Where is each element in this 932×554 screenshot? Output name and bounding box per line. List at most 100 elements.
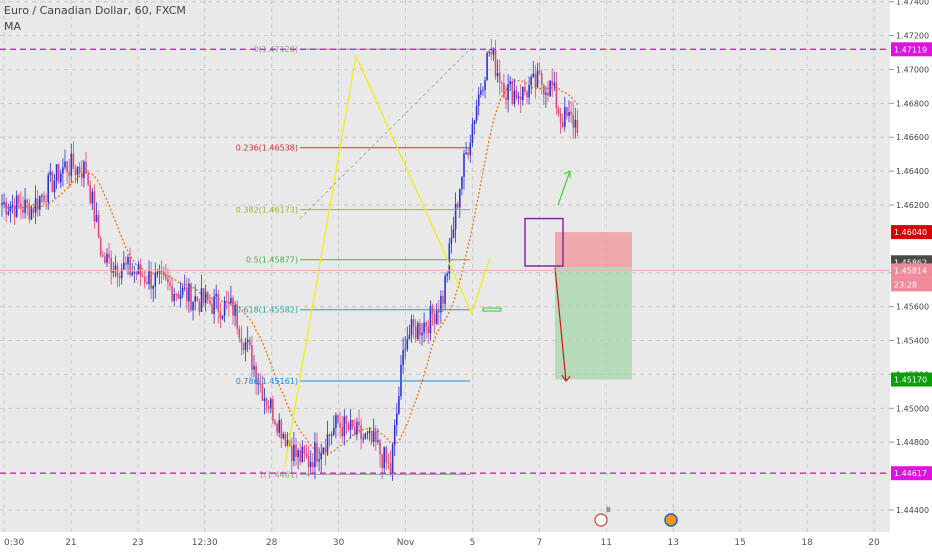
candle-body bbox=[146, 282, 148, 285]
candle-body bbox=[133, 272, 136, 274]
candle-body bbox=[272, 399, 274, 421]
candle-body bbox=[375, 431, 377, 442]
candle-body bbox=[543, 84, 545, 95]
candle-body bbox=[135, 272, 138, 275]
candle-body bbox=[433, 314, 436, 324]
candle-body bbox=[408, 334, 411, 340]
candle-body bbox=[465, 152, 467, 154]
candle-body bbox=[120, 269, 123, 279]
candle-body bbox=[354, 427, 356, 435]
candle-body bbox=[519, 96, 522, 101]
candle-body bbox=[377, 440, 379, 442]
x-tick-label: 15 bbox=[734, 538, 745, 548]
candle-body bbox=[282, 433, 285, 439]
candle-body bbox=[257, 383, 259, 385]
candle-body bbox=[501, 82, 503, 84]
candle-body bbox=[39, 196, 41, 210]
candle-body bbox=[49, 171, 52, 176]
candle-body bbox=[528, 85, 530, 98]
candle-body bbox=[480, 90, 482, 95]
candle-body bbox=[297, 450, 299, 458]
candle-body bbox=[154, 273, 157, 286]
candle-body bbox=[534, 73, 537, 88]
candle-body bbox=[498, 72, 501, 83]
ma-indicator-label[interactable]: MA bbox=[4, 20, 22, 33]
x-tick-label: 18 bbox=[801, 538, 813, 548]
candle-body bbox=[540, 73, 543, 85]
candle-body bbox=[532, 73, 535, 77]
y-tick-label: 1.46800 bbox=[896, 99, 929, 108]
x-tick-label: 23 bbox=[132, 538, 143, 548]
candle-body bbox=[249, 339, 251, 346]
candle-body bbox=[330, 434, 333, 436]
pattern-line bbox=[284, 53, 491, 467]
y-tick-label: 1.46200 bbox=[896, 201, 929, 210]
x-tick-label: 5 bbox=[470, 538, 476, 548]
current-price-label: 1.45814 bbox=[894, 266, 927, 275]
candle-body bbox=[148, 271, 150, 285]
candle-body bbox=[509, 81, 511, 85]
candle-body bbox=[312, 461, 314, 467]
candle-body bbox=[526, 91, 528, 98]
candle-body bbox=[477, 94, 480, 107]
candle-body bbox=[568, 112, 570, 116]
bottom-level-label: 1.44617 bbox=[894, 469, 927, 478]
y-tick-label: 1.44400 bbox=[896, 506, 929, 515]
candle-body bbox=[459, 188, 461, 208]
candle-body bbox=[152, 285, 154, 289]
candle-body bbox=[175, 294, 178, 296]
candle-body bbox=[32, 208, 35, 213]
candle-body bbox=[173, 294, 175, 302]
candle-body bbox=[207, 292, 209, 301]
candle-body bbox=[64, 161, 66, 168]
candle-body bbox=[335, 415, 337, 428]
candle-body bbox=[326, 434, 329, 453]
y-tick-label: 1.47000 bbox=[896, 65, 929, 74]
candle-body bbox=[251, 345, 253, 370]
candle-body bbox=[572, 115, 574, 128]
candle-body bbox=[421, 332, 423, 336]
candle-body bbox=[110, 257, 112, 273]
candle-body bbox=[93, 191, 96, 222]
candle-body bbox=[339, 422, 341, 427]
countdown-label: 23:28 bbox=[894, 280, 917, 289]
candle-body bbox=[356, 421, 358, 435]
candle-body bbox=[274, 420, 276, 425]
fib-level-label: 0.786(1.45161) bbox=[236, 377, 298, 386]
candle-body bbox=[576, 119, 579, 133]
up-arrow-line bbox=[557, 170, 571, 206]
candle-body bbox=[360, 425, 362, 440]
candle-body bbox=[467, 152, 469, 156]
candle-body bbox=[566, 107, 568, 116]
candle-body bbox=[463, 153, 465, 177]
x-tick-label: 30 bbox=[333, 538, 345, 548]
candle-body bbox=[179, 294, 182, 299]
candle-body bbox=[270, 399, 272, 409]
candle-body bbox=[221, 315, 224, 319]
candle-body bbox=[538, 70, 541, 74]
candle-body bbox=[28, 203, 31, 220]
fib-level-label: 0.5(1.45877) bbox=[246, 256, 298, 265]
candle-body bbox=[549, 80, 551, 96]
candle-body bbox=[127, 257, 129, 265]
x-tick-label: 0:30 bbox=[4, 538, 24, 548]
candle-body bbox=[91, 191, 94, 204]
candle-body bbox=[240, 338, 243, 343]
candle-body bbox=[22, 208, 24, 213]
candle-body bbox=[41, 195, 43, 197]
y-tick-label: 1.44800 bbox=[896, 438, 929, 447]
candle-body bbox=[505, 97, 507, 100]
candle-body bbox=[351, 419, 354, 428]
candle-body bbox=[461, 176, 463, 189]
candle-body bbox=[507, 84, 509, 100]
candle-body bbox=[144, 276, 146, 283]
candle-body bbox=[425, 322, 427, 327]
candle-body bbox=[89, 184, 91, 204]
candle-body bbox=[102, 255, 104, 257]
candle-body bbox=[211, 304, 213, 315]
candle-body bbox=[131, 272, 133, 275]
candle-body bbox=[192, 301, 194, 311]
candle-body bbox=[517, 96, 520, 98]
x-tick-label: 11 bbox=[601, 538, 612, 548]
candle-body bbox=[427, 326, 430, 334]
